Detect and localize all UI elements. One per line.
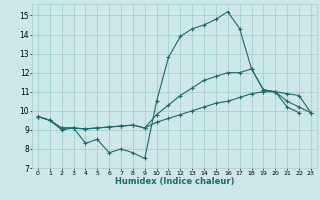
X-axis label: Humidex (Indice chaleur): Humidex (Indice chaleur) [115,177,234,186]
